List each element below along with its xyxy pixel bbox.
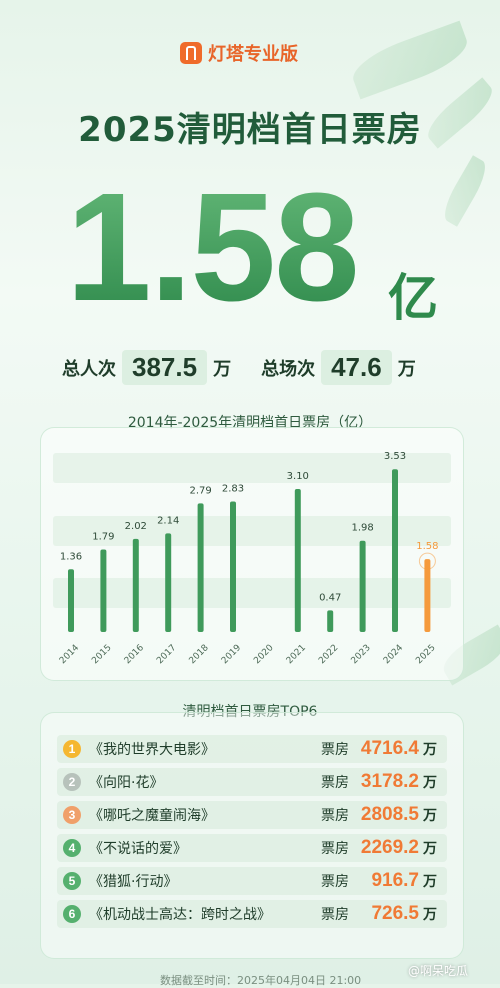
box-office-value: 916.7	[371, 870, 419, 891]
leaf-decoration	[346, 20, 474, 100]
list-item: 3 《哪吒之魔童闹海》 票房 2808.5 万	[57, 801, 447, 829]
rank-badge: 2	[63, 773, 81, 791]
box-office-label: 票房	[321, 874, 349, 890]
box-office-label: 票房	[321, 841, 349, 857]
chart-band	[53, 516, 451, 546]
box-office-unit: 万	[423, 808, 437, 824]
box-office-unit: 万	[423, 742, 437, 758]
list-item: 1 《我的世界大电影》 票房 4716.4 万	[57, 735, 447, 763]
box-office-label: 票房	[321, 742, 349, 758]
page-title: 2025清明档首日票房	[78, 110, 422, 150]
tick-label-2025: 2025	[414, 643, 437, 666]
movie-title: 《机动战士高达：跨时之战》	[89, 907, 271, 923]
box-office-label: 票房	[321, 775, 349, 791]
tick-label-2017: 2017	[155, 643, 178, 666]
box-office-label: 票房	[321, 808, 349, 824]
data-label-2023: 1.98	[351, 523, 373, 534]
data-label-2016: 2.02	[125, 521, 147, 532]
box-office-unit: 万	[423, 841, 437, 857]
shows-unit: 万	[397, 358, 416, 380]
list-item: 5 《猎狐·行动》 票房 916.7 万	[57, 867, 447, 895]
chart-card: 1.36 2014 1.79 2015 2.02 2016 2.14 2017 2.79 2018…	[40, 427, 464, 681]
tick-label-2016: 2016	[123, 643, 146, 666]
bar-2019	[230, 501, 236, 632]
bar-chart: 1.36 2014 1.79 2015 2.02 2016 2.14 2017 2.79 2018…	[58, 451, 439, 666]
bar-2016	[132, 538, 139, 632]
stats-row: 总人次 387.5 万 总场次 47.6 万	[62, 350, 416, 385]
data-label-2022: 0.47	[319, 592, 341, 603]
admissions-unit: 万	[213, 358, 232, 380]
tick-label-2019: 2019	[220, 643, 243, 666]
box-office-value: 4716.4	[360, 738, 419, 759]
rank-badge: 6	[63, 905, 81, 923]
tick-label-2022: 2022	[317, 643, 340, 666]
data-label-2014: 1.36	[60, 551, 82, 562]
bar-2017	[165, 533, 172, 632]
rank-badge: 3	[63, 806, 81, 824]
total-box-office-unit: 亿	[388, 269, 438, 327]
data-label-2019: 2.83	[222, 484, 244, 495]
tick-label-2021: 2021	[285, 643, 308, 666]
list-item: 6 《机动战士高达：跨时之战》 票房 726.5 万	[57, 900, 447, 928]
admissions-value: 387.5	[122, 350, 208, 385]
box-office-value: 3178.2	[360, 771, 419, 792]
list-item: 4 《不说话的爱》 票房 2269.2 万	[57, 834, 447, 862]
movie-title: 《猎狐·行动》	[89, 874, 178, 890]
total-box-office-value: 1.58	[66, 161, 360, 333]
box-office-unit: 万	[423, 775, 437, 791]
data-timestamp: 数据截至时间：2025年04月04日 21:00	[160, 974, 362, 987]
bar-2015	[100, 549, 107, 632]
brand-name: 灯塔专业版	[208, 44, 298, 65]
movie-title: 《哪吒之魔童闹海》	[89, 808, 215, 824]
rank-badge: 5	[63, 872, 81, 890]
box-office-value: 2269.2	[360, 837, 419, 858]
data-label-2015: 1.79	[92, 531, 114, 542]
data-label-2025: 1.58	[416, 541, 438, 552]
tick-label-2020: 2020	[252, 643, 275, 666]
box-office-unit: 万	[423, 874, 437, 890]
rank-badge: 1	[63, 740, 81, 758]
tick-label-2023: 2023	[350, 643, 373, 666]
tick-label-2014: 2014	[58, 643, 81, 666]
chart-band	[53, 578, 451, 608]
top-list-card: 1 《我的世界大电影》 票房 4716.4 万 2 《向阳·花》 票房 3178.2 万 3 《哪吒之…	[40, 712, 464, 959]
bar-2021	[294, 489, 301, 632]
data-label-2024: 3.53	[384, 451, 406, 462]
bar-2025	[424, 559, 431, 632]
rank-badge: 4	[63, 839, 81, 857]
tick-label-2024: 2024	[382, 643, 405, 666]
chart-band	[53, 453, 451, 483]
movie-title: 《我的世界大电影》	[89, 742, 215, 758]
list-item: 2 《向阳·花》 票房 3178.2 万	[57, 768, 447, 796]
tick-label-2018: 2018	[188, 643, 211, 666]
tick-label-2015: 2015	[90, 643, 113, 666]
shows-value: 47.6	[321, 350, 392, 385]
leaf-decoration	[437, 155, 493, 227]
lighthouse-icon	[180, 42, 202, 64]
brand-logo: 灯塔专业版	[180, 40, 298, 66]
box-office-label: 票房	[321, 907, 349, 923]
bar-2024	[392, 469, 398, 632]
bar-2014	[68, 569, 74, 632]
watermark: @啊呆吃瓜	[408, 964, 469, 978]
box-office-unit: 万	[423, 907, 437, 923]
bar-2022	[327, 610, 334, 632]
bar-2018	[197, 503, 204, 632]
movie-title: 《向阳·花》	[89, 775, 164, 791]
highlight-ring	[418, 552, 436, 570]
data-label-2018: 2.79	[189, 485, 211, 496]
data-label-2017: 2.14	[157, 515, 179, 526]
box-office-value: 2808.5	[360, 804, 419, 825]
box-office-value: 726.5	[371, 903, 419, 924]
admissions-label: 总人次	[62, 358, 116, 380]
shows-label: 总场次	[261, 358, 316, 380]
bar-2023	[359, 540, 366, 632]
movie-title: 《不说话的爱》	[89, 841, 187, 857]
data-label-2021: 3.10	[287, 471, 309, 482]
